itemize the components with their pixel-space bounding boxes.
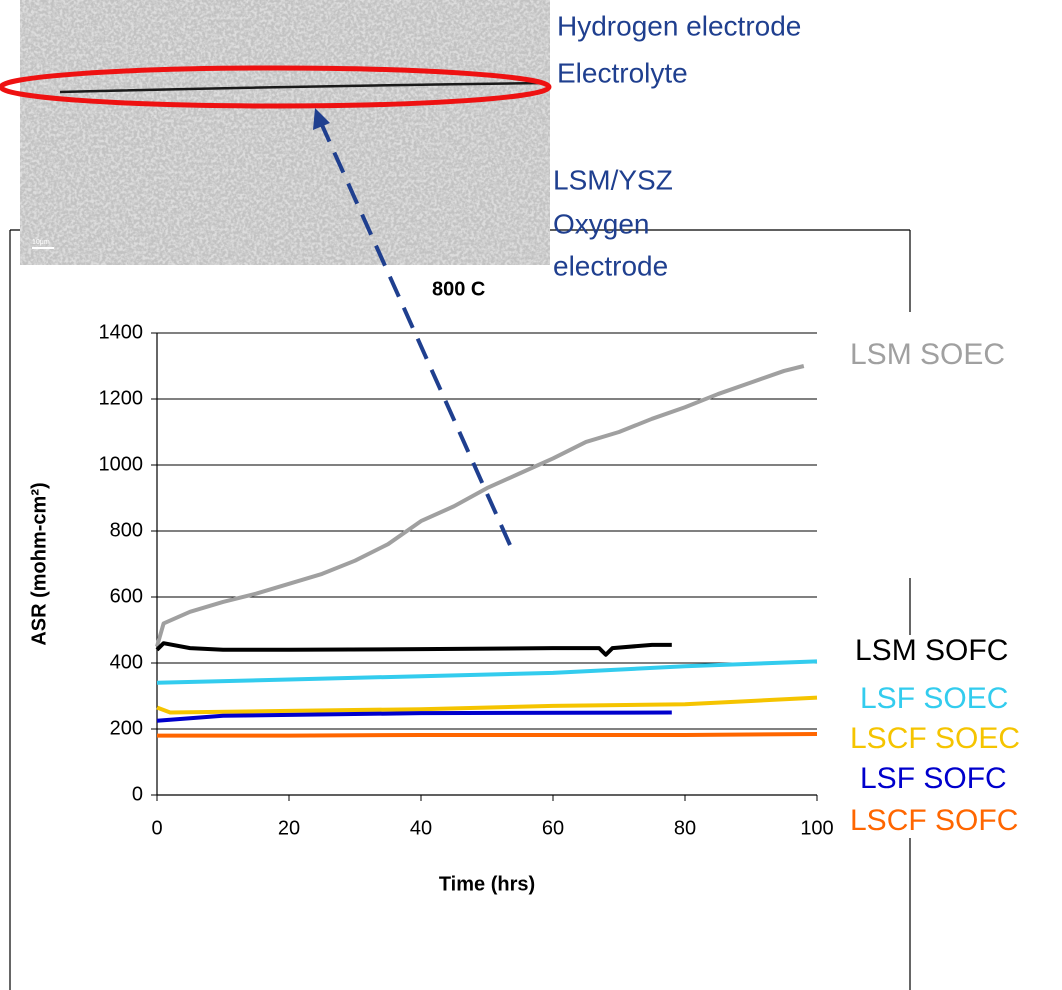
annotation: Hydrogen electrode bbox=[557, 10, 801, 41]
x-tick-label: 40 bbox=[410, 817, 432, 839]
y-tick-label: 800 bbox=[110, 519, 143, 541]
series-line bbox=[157, 731, 818, 738]
y-tick-label: 400 bbox=[110, 651, 143, 673]
series-line bbox=[156, 695, 818, 715]
x-tick-label: 60 bbox=[542, 817, 564, 839]
y-tick-label: 1400 bbox=[99, 321, 144, 343]
y-tick-label: 600 bbox=[110, 585, 143, 607]
series-line bbox=[156, 659, 818, 685]
y-tick-label: 0 bbox=[132, 783, 143, 805]
legend-entry: LSF SOFC bbox=[860, 762, 1007, 795]
y-tick-label: 1000 bbox=[99, 453, 144, 475]
plot-background bbox=[157, 333, 817, 795]
series-line bbox=[156, 710, 672, 723]
series-line bbox=[155, 641, 672, 657]
plot-area: 0 200 400 600 800 1000 1200 1400 0 20 40 60 80 100 bbox=[99, 321, 834, 839]
arrow bbox=[313, 108, 512, 546]
legend-entry: LSCF SOFC bbox=[850, 804, 1018, 837]
legend-entry: LSM SOFC bbox=[855, 634, 1008, 667]
x-tick-label: 100 bbox=[800, 817, 833, 839]
micrograph: 10μm bbox=[0, 0, 552, 265]
legend-entry: LSF SOEC bbox=[860, 682, 1008, 715]
y-tick-label: 200 bbox=[110, 717, 143, 739]
annotation: electrode bbox=[553, 250, 668, 281]
legend-entry: LSM SOEC bbox=[850, 338, 1005, 371]
x-tick-label: 0 bbox=[151, 817, 162, 839]
y-axis-title: ASR (mohm-cm²) bbox=[28, 482, 50, 645]
scale-bar-label: 10μm bbox=[32, 239, 50, 246]
x-axis-title: Time (hrs) bbox=[439, 873, 535, 895]
annotation: LSM/YSZ bbox=[553, 164, 673, 195]
x-tick-label: 80 bbox=[674, 817, 696, 839]
legend-entry: LSCF SOEC bbox=[850, 722, 1020, 755]
annotation: Oxygen bbox=[553, 208, 650, 239]
series-line bbox=[155, 364, 805, 648]
x-tick-label: 20 bbox=[278, 817, 300, 839]
series-labels: LSM SOEC LSM SOFC LSF SOEC LSCF SOEC LSF SOF… bbox=[850, 338, 1020, 837]
temperature-label: 800 C bbox=[432, 278, 485, 300]
annotation: Electrolyte bbox=[557, 57, 688, 88]
y-tick-label: 1200 bbox=[99, 387, 144, 409]
